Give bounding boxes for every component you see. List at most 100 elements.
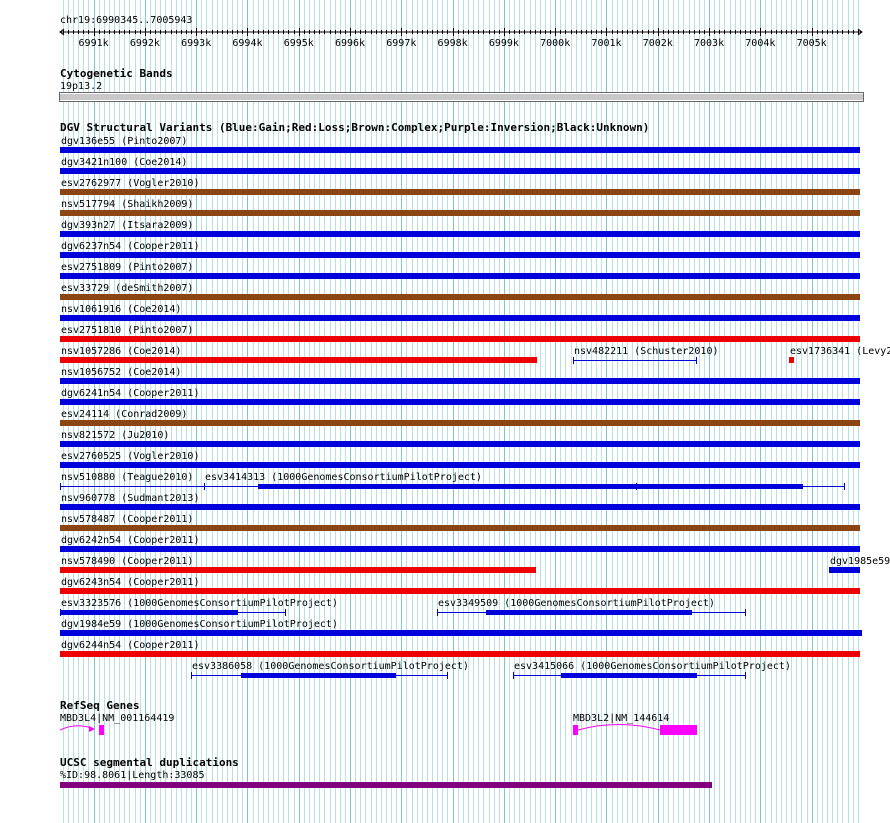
dgv-feature-bar[interactable] <box>60 336 860 342</box>
dgv-feature-end-tick[interactable] <box>285 609 286 616</box>
dgv-feature-label[interactable]: dgv3421n100 (Coe2014) <box>61 157 188 168</box>
dgv-feature-block[interactable] <box>60 610 238 615</box>
dgv-feature-bar[interactable] <box>829 567 860 573</box>
dgv-feature-label[interactable]: nsv1056752 (Coe2014) <box>61 367 182 378</box>
dgv-feature-label[interactable]: dgv6244n54 (Cooper2011) <box>61 640 200 651</box>
dgv-feature-bar[interactable] <box>60 588 860 594</box>
dgv-feature-bar[interactable] <box>60 252 860 258</box>
dgv-feature-label[interactable]: dgv393n27 (Itsara2009) <box>61 220 194 231</box>
dgv-feature-end-tick[interactable] <box>204 483 205 490</box>
dgv-feature-label[interactable]: dgv1985e59 <box>830 556 890 567</box>
dgv-feature-bar[interactable] <box>60 441 860 447</box>
ruler-scale[interactable]: 6991k 6992k 6993k 6994k 6995k 6996k 6997k 6998k… <box>0 20 890 70</box>
dgv-feature-label[interactable]: nsv510880 (Teague2010) <box>61 472 194 483</box>
grid-line <box>212 0 213 823</box>
dgv-feature-bar[interactable] <box>60 525 860 531</box>
dgv-feature-label[interactable]: dgv136e55 (Pinto2007) <box>61 136 188 147</box>
refseq-gene-glyphs[interactable] <box>0 722 890 742</box>
dgv-feature-bar[interactable] <box>60 189 860 195</box>
dgv-feature-label[interactable]: esv2751810 (Pinto2007) <box>61 325 194 336</box>
dgv-feature-label[interactable]: esv3349509 (1000GenomesConsortiumPilotPr… <box>438 598 715 609</box>
grid-line <box>689 0 690 823</box>
dgv-feature-label[interactable]: esv3415066 (1000GenomesConsortiumPilotPr… <box>514 661 791 672</box>
dgv-feature-label[interactable]: nsv821572 (Ju2010) <box>61 430 170 441</box>
grid-line <box>653 0 654 823</box>
dgv-feature-bar[interactable] <box>60 630 862 636</box>
grid-line <box>489 0 490 823</box>
dgv-feature-label[interactable]: esv33729 (deSmith2007) <box>61 283 194 294</box>
grid-line <box>714 0 715 823</box>
refseq-gene-label[interactable]: MBD3L2|NM_144614 <box>573 713 670 724</box>
grid-line <box>827 0 828 823</box>
dgv-feature-label[interactable]: dgv6241n54 (Cooper2011) <box>61 388 200 399</box>
grid-line <box>88 0 89 823</box>
dgv-feature-end-tick[interactable] <box>513 672 514 679</box>
dgv-feature-label[interactable]: nsv960778 (Sudmant2013) <box>61 493 200 504</box>
dgv-feature-label[interactable]: esv2760525 (Vogler2010) <box>61 451 200 462</box>
dgv-feature-label[interactable]: dgv6237n54 (Cooper2011) <box>61 241 200 252</box>
dgv-feature-label[interactable]: nsv482211 (Schuster2010) <box>574 346 719 357</box>
refseq-gene-label[interactable]: MBD3L4|NM_001164419 <box>60 713 175 724</box>
dgv-feature-bar[interactable] <box>60 168 860 174</box>
dgv-feature-bar[interactable] <box>60 399 860 405</box>
dgv-feature-block[interactable] <box>486 610 692 615</box>
dgv-feature-end-tick[interactable] <box>60 483 61 490</box>
grid-line <box>206 0 207 823</box>
dgv-feature-end-tick[interactable] <box>437 609 438 616</box>
dgv-feature-bar[interactable] <box>60 294 860 300</box>
grid-line <box>263 0 264 823</box>
dgv-feature-block[interactable] <box>561 673 697 678</box>
ruler-tick-label: 7005k <box>797 38 827 49</box>
dgv-feature-label[interactable]: esv1736341 (Levy2 <box>790 346 890 357</box>
dgv-feature-label[interactable]: esv24114 (Conrad2009) <box>61 409 188 420</box>
dgv-feature-block[interactable] <box>258 484 803 489</box>
dgv-feature-label[interactable]: nsv578490 (Cooper2011) <box>61 556 194 567</box>
dgv-feature-bar[interactable] <box>60 420 860 426</box>
grid-line <box>555 0 556 823</box>
dgv-feature-label[interactable]: esv3386058 (1000GenomesConsortiumPilotPr… <box>192 661 469 672</box>
dgv-feature-label[interactable]: nsv1057286 (Coe2014) <box>61 346 182 357</box>
segdup-bar[interactable] <box>60 782 712 788</box>
grid-line <box>673 0 674 823</box>
grid-line <box>273 0 274 823</box>
dgv-feature-label[interactable]: dgv1984e59 (1000GenomesConsortiumPilotPr… <box>61 619 338 630</box>
dgv-feature-bar[interactable] <box>60 567 536 573</box>
dgv-feature-bar[interactable] <box>60 462 860 468</box>
dgv-feature-end-tick[interactable] <box>844 483 845 490</box>
dgv-feature-block[interactable] <box>241 673 396 678</box>
grid-line <box>719 0 720 823</box>
dgv-feature-label[interactable]: nsv1061916 (Coe2014) <box>61 304 182 315</box>
dgv-feature-connector[interactable] <box>573 360 696 361</box>
grid-line <box>371 0 372 823</box>
dgv-feature-label[interactable]: nsv578487 (Cooper2011) <box>61 514 194 525</box>
dgv-feature-bar[interactable] <box>60 147 860 153</box>
dgv-feature-end-tick[interactable] <box>447 672 448 679</box>
dgv-feature-label[interactable]: esv3323576 (1000GenomesConsortiumPilotPr… <box>61 598 338 609</box>
dgv-feature-end-tick[interactable] <box>745 609 746 616</box>
dgv-feature-bar[interactable] <box>60 504 860 510</box>
dgv-feature-bar[interactable] <box>789 357 794 363</box>
dgv-feature-label[interactable]: esv2751809 (Pinto2007) <box>61 262 194 273</box>
dgv-feature-bar[interactable] <box>60 651 860 657</box>
grid-line <box>314 0 315 823</box>
dgv-feature-end-tick[interactable] <box>191 672 192 679</box>
cytoband-bar[interactable] <box>59 92 864 102</box>
dgv-feature-end-tick[interactable] <box>696 357 697 364</box>
dgv-feature-label[interactable]: esv2762977 (Vogler2010) <box>61 178 200 189</box>
dgv-feature-end-tick[interactable] <box>745 672 746 679</box>
dgv-feature-bar[interactable] <box>60 357 537 363</box>
dgv-feature-bar[interactable] <box>60 378 860 384</box>
dgv-feature-label[interactable]: dgv6243n54 (Cooper2011) <box>61 577 200 588</box>
grid-line <box>760 0 761 823</box>
grid-line <box>63 0 64 823</box>
dgv-feature-bar[interactable] <box>60 315 860 321</box>
dgv-feature-end-tick[interactable] <box>573 357 574 364</box>
grid-line <box>278 0 279 823</box>
dgv-feature-bar[interactable] <box>60 231 860 237</box>
dgv-feature-bar[interactable] <box>60 273 860 279</box>
dgv-feature-label[interactable]: dgv6242n54 (Cooper2011) <box>61 535 200 546</box>
dgv-feature-label[interactable]: esv3414313 (1000GenomesConsortiumPilotPr… <box>205 472 482 483</box>
dgv-feature-bar[interactable] <box>60 546 860 552</box>
dgv-feature-label[interactable]: nsv517794 (Shaikh2009) <box>61 199 194 210</box>
dgv-feature-bar[interactable] <box>60 210 860 216</box>
